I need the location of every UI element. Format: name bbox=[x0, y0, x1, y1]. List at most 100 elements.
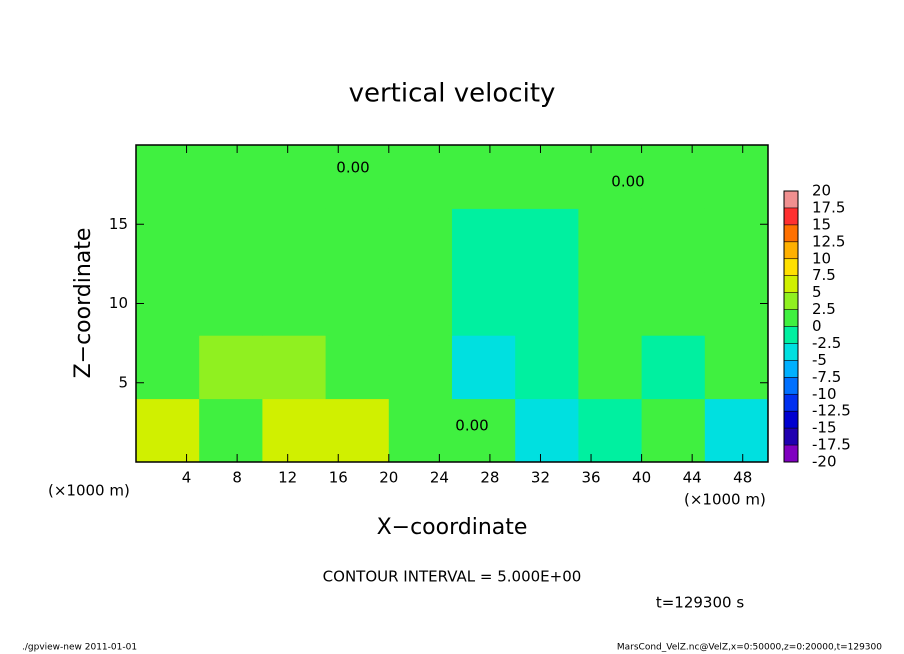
field-cell bbox=[452, 335, 516, 400]
field-cell bbox=[136, 208, 200, 273]
colorbar-box bbox=[784, 207, 798, 225]
field-cell bbox=[262, 335, 327, 400]
colorbar-box bbox=[784, 258, 798, 276]
field-cell bbox=[578, 398, 643, 463]
colorbar-label: -17.5 bbox=[812, 436, 851, 454]
colorbar-label: -10 bbox=[812, 385, 837, 403]
field-cell bbox=[136, 335, 200, 400]
colorbar-label: 15 bbox=[812, 215, 831, 233]
field-cell bbox=[515, 145, 579, 209]
x-tick-label: 28 bbox=[480, 469, 499, 487]
field-cell bbox=[136, 145, 200, 209]
colorbar-label: 20 bbox=[812, 182, 831, 200]
y-unit: (×1000 m) bbox=[48, 482, 130, 500]
field-cell bbox=[452, 145, 516, 209]
field-cell bbox=[704, 145, 769, 209]
contour-label: 0.00 bbox=[336, 159, 369, 177]
colorbar-label: -5 bbox=[812, 351, 827, 369]
x-tick-label: 36 bbox=[581, 469, 600, 487]
x-tick-label: 4 bbox=[182, 469, 192, 487]
field-cell bbox=[199, 398, 263, 463]
colorbar-label: 12.5 bbox=[812, 232, 845, 250]
field-cell bbox=[388, 208, 453, 273]
field-cell bbox=[452, 398, 516, 463]
field-cell bbox=[578, 271, 643, 336]
field-cell bbox=[641, 271, 706, 336]
chart-title: vertical velocity bbox=[349, 79, 556, 109]
field-cell bbox=[199, 145, 263, 209]
x-tick-label: 48 bbox=[733, 469, 752, 487]
colorbar-label: 7.5 bbox=[812, 266, 836, 284]
colorbar-label: 17.5 bbox=[812, 198, 845, 216]
contour-interval: CONTOUR INTERVAL = 5.000E+00 bbox=[323, 568, 582, 586]
field-cell bbox=[515, 398, 579, 463]
y-tick-label: 5 bbox=[118, 373, 128, 391]
field-cell bbox=[704, 335, 769, 400]
colorbar-box bbox=[784, 411, 798, 429]
colorbar-box bbox=[784, 428, 798, 446]
colorbar-label: -15 bbox=[812, 419, 837, 437]
time-label: t=129300 s bbox=[656, 594, 744, 612]
x-tick-label: 32 bbox=[531, 469, 550, 487]
field-cell bbox=[325, 335, 390, 400]
colorbar-box bbox=[784, 377, 798, 395]
colorbar-box bbox=[784, 224, 798, 242]
field-cell bbox=[262, 145, 327, 209]
field-cell bbox=[704, 208, 769, 273]
y-axis-label: Z−coordinate bbox=[71, 228, 96, 379]
field-cell bbox=[452, 208, 516, 273]
x-tick-label: 40 bbox=[632, 469, 651, 487]
field-cell bbox=[704, 398, 769, 463]
colorbar-box bbox=[784, 275, 798, 293]
colorbar-box bbox=[784, 394, 798, 412]
field-cell bbox=[641, 208, 706, 273]
field-cell bbox=[515, 335, 579, 400]
colorbar-box bbox=[784, 343, 798, 361]
contour-label: 0.00 bbox=[455, 417, 488, 435]
field-cell bbox=[578, 208, 643, 273]
x-tick-label: 8 bbox=[232, 469, 242, 487]
x-tick-label: 16 bbox=[329, 469, 348, 487]
colorbar-label: -12.5 bbox=[812, 402, 851, 420]
field-cell bbox=[641, 145, 706, 209]
field-cell bbox=[325, 145, 390, 209]
field-cell bbox=[578, 145, 643, 209]
colorbar-label: -20 bbox=[812, 453, 837, 471]
colorbar-label: -2.5 bbox=[812, 334, 841, 352]
field-cell bbox=[136, 398, 200, 463]
field-cell bbox=[641, 335, 706, 400]
x-tick-label: 12 bbox=[278, 469, 297, 487]
field-cell bbox=[199, 271, 263, 336]
field-cell bbox=[262, 271, 327, 336]
colorbar-box bbox=[784, 360, 798, 378]
colorbar-box bbox=[784, 309, 798, 327]
colorbar-label: 2.5 bbox=[812, 300, 836, 318]
field-cell bbox=[704, 271, 769, 336]
x-tick-label: 20 bbox=[379, 469, 398, 487]
field-cell bbox=[578, 335, 643, 400]
colorbar-box bbox=[784, 292, 798, 310]
field-cell bbox=[199, 335, 263, 400]
field-cell bbox=[388, 335, 453, 400]
x-tick-label: 44 bbox=[683, 469, 702, 487]
x-tick-label: 24 bbox=[430, 469, 449, 487]
x-axis-label: X−coordinate bbox=[377, 515, 528, 540]
footer-right: MarsCond_VelZ.nc@VelZ,x=0:50000,z=0:2000… bbox=[617, 643, 882, 653]
field-cell bbox=[325, 398, 390, 463]
field-cell bbox=[262, 208, 327, 273]
colorbar-label: 10 bbox=[812, 249, 831, 267]
field-cell bbox=[388, 398, 453, 463]
field-cell bbox=[641, 398, 706, 463]
colorbar-label: 5 bbox=[812, 283, 822, 301]
field-cell bbox=[515, 271, 579, 336]
field-cell bbox=[262, 398, 327, 463]
colorbar-box bbox=[784, 191, 798, 208]
colorbar-box bbox=[784, 326, 798, 344]
field-cell bbox=[325, 208, 390, 273]
footer-left: ./gpview-new 2011-01-01 bbox=[22, 643, 137, 653]
field-cell bbox=[388, 271, 453, 336]
field-cell bbox=[452, 271, 516, 336]
field-cell bbox=[515, 208, 579, 273]
y-tick-label: 15 bbox=[109, 215, 128, 233]
